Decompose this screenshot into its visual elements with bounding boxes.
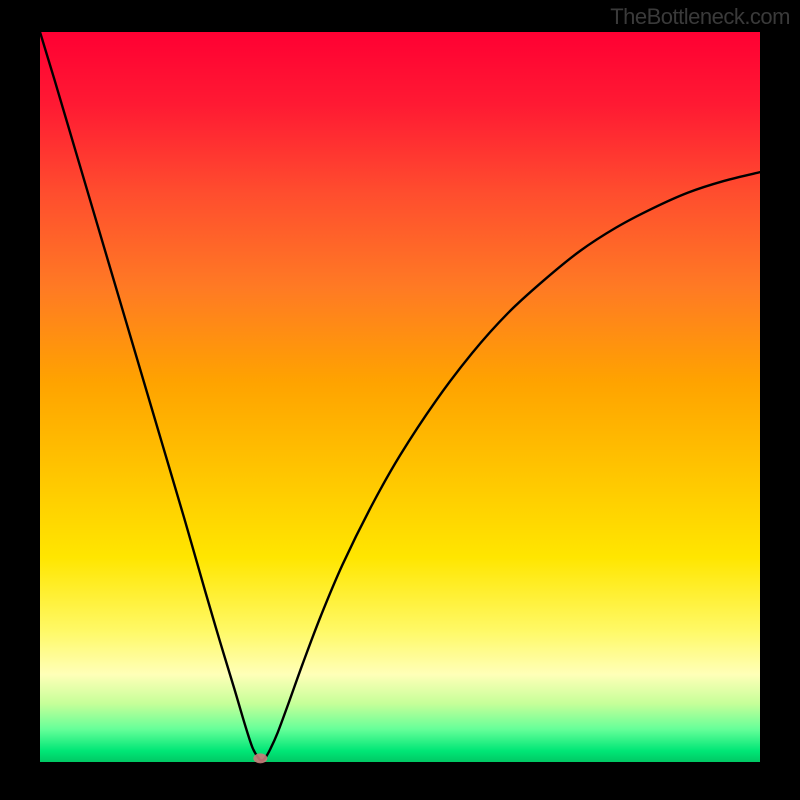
chart-container: TheBottleneck.com: [0, 0, 800, 800]
optimal-point-marker: [253, 753, 267, 763]
watermark-text: TheBottleneck.com: [610, 4, 790, 30]
bottleneck-curve-chart: [0, 0, 800, 800]
